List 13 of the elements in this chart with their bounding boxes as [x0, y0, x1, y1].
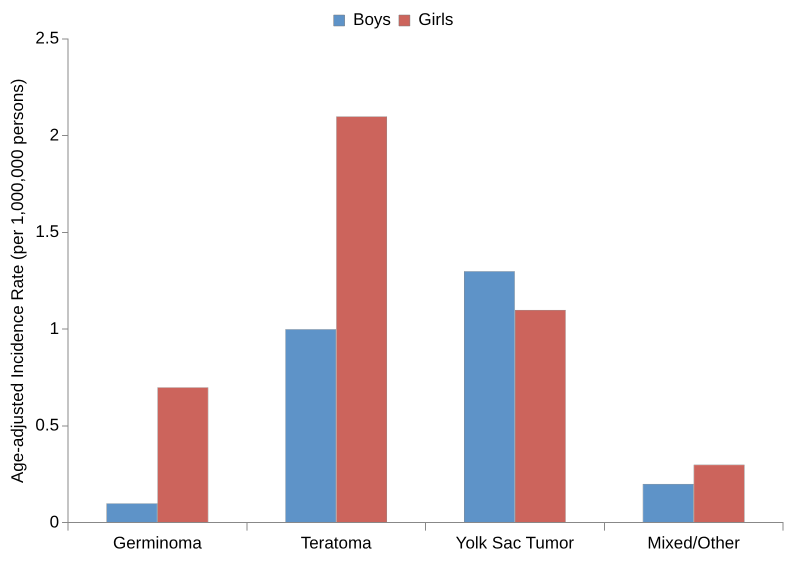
- legend-label: Boys: [353, 10, 391, 30]
- x-tick-label: Mixed/Other: [647, 533, 740, 552]
- x-tick-label: Yolk Sac Tumor: [456, 533, 574, 552]
- y-tick-label: 0.5: [35, 416, 60, 435]
- y-axis-title: Age-adjusted Incidence Rate (per 1,000,000 persons): [8, 78, 27, 484]
- y-tick-label: 2.5: [35, 28, 60, 48]
- y-tick-label: 1: [50, 318, 60, 338]
- y-tick-label: 2: [50, 125, 60, 144]
- x-tick-label: Teratoma: [300, 533, 372, 552]
- x-tick-label: Germinoma: [112, 533, 202, 552]
- legend-label: Girls: [418, 10, 454, 30]
- y-tick-label: 1.5: [35, 222, 60, 242]
- y-tick-label: 0: [50, 512, 60, 532]
